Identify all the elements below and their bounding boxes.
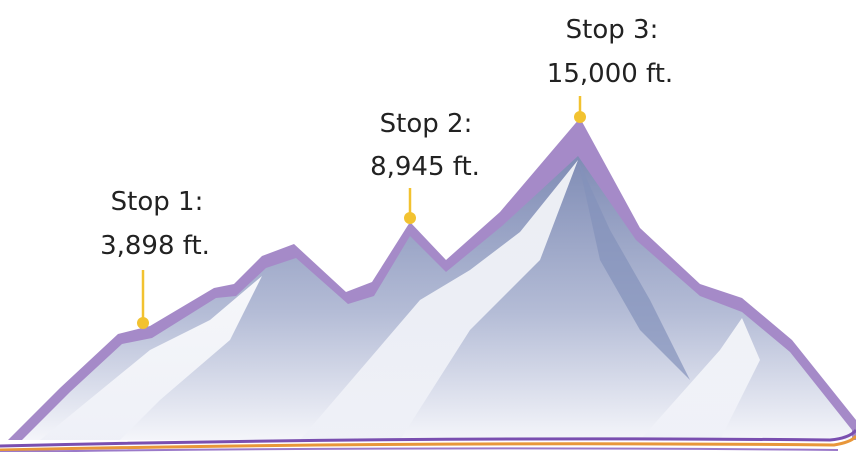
stop-elevation: 8,945 ft. (370, 152, 480, 182)
stop-name: Stop 2: (380, 109, 473, 139)
stop-elevation: 15,000 ft. (547, 59, 673, 89)
page: {"stops": [ {"name": "Stop 1:", "elevati… (0, 0, 856, 452)
mountain-illustration: Stop 1: 3,898 ft. Stop 2: 8,945 ft. Stop… (0, 0, 856, 452)
stop-name: Stop 1: (111, 187, 204, 217)
stop-dot (574, 111, 586, 123)
stop-elevation: 3,898 ft. (100, 231, 210, 261)
stop-dot (137, 317, 149, 329)
stop-dot (404, 212, 416, 224)
stop-name: Stop 3: (566, 15, 659, 45)
